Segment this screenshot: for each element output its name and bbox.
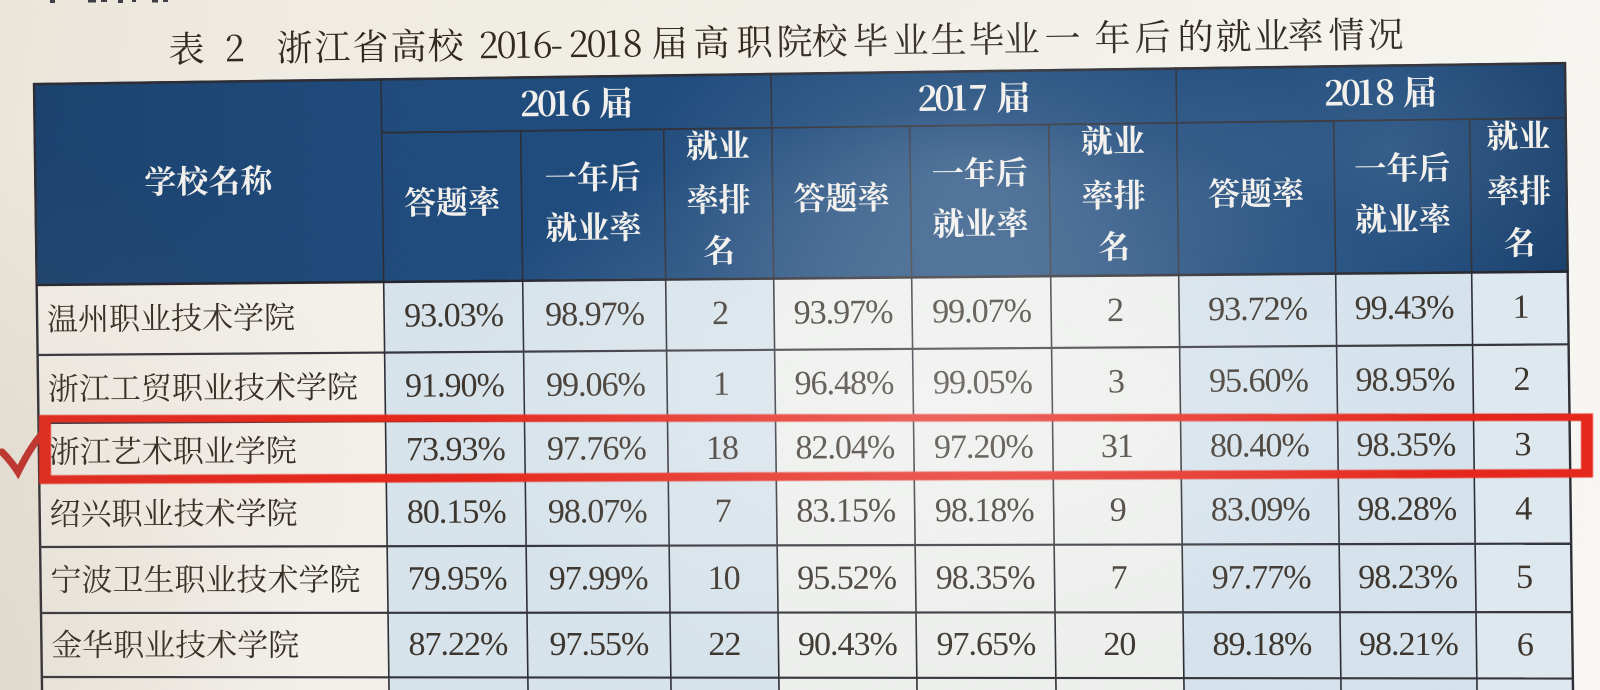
svg-text:2: 2 [712,295,728,332]
svg-text:99.07%: 99.07% [932,293,1032,331]
svg-text:22: 22 [708,626,740,663]
svg-text:99.05%: 99.05% [933,364,1033,402]
svg-text:3: 3 [1108,363,1124,400]
svg-text:98.18%: 98.18% [935,492,1035,529]
svg-text:98.35%: 98.35% [1356,426,1456,463]
svg-text:3: 3 [1514,426,1530,463]
svg-text:4: 4 [1515,490,1532,527]
svg-text:7: 7 [1111,559,1128,596]
svg-text:93.97%: 93.97% [794,294,894,332]
svg-text:93.72%: 93.72% [1208,291,1308,329]
svg-text:1: 1 [1512,289,1528,326]
svg-text:2: 2 [1513,361,1529,398]
svg-text:97.99%: 97.99% [549,560,649,597]
svg-text:93.03%: 93.03% [404,297,504,335]
svg-text:83.09%: 83.09% [1211,491,1311,528]
svg-text:98.28%: 98.28% [1357,491,1457,528]
svg-text:91.90%: 91.90% [405,367,505,405]
svg-text:98.21%: 98.21% [1359,626,1459,663]
svg-text:82.04%: 82.04% [795,429,895,466]
svg-text:7: 7 [715,493,732,530]
svg-text:95.52%: 95.52% [797,560,897,597]
svg-text:97.76%: 97.76% [547,430,647,467]
svg-text:96.48%: 96.48% [794,365,894,403]
svg-text:79.95%: 79.95% [408,560,508,597]
svg-text:97.65%: 97.65% [936,626,1036,663]
svg-text:98.97%: 98.97% [545,296,645,334]
svg-text:95.60%: 95.60% [1209,362,1309,400]
svg-text:97.20%: 97.20% [934,428,1034,465]
svg-text:10: 10 [708,560,740,597]
svg-text:31: 31 [1101,428,1133,465]
svg-text:89.18%: 89.18% [1212,626,1312,663]
svg-text:80.15%: 80.15% [407,494,507,531]
svg-text:97.55%: 97.55% [549,626,649,663]
svg-text:80.40%: 80.40% [1210,427,1310,464]
svg-text:20: 20 [1103,626,1135,663]
svg-text:99.43%: 99.43% [1355,289,1455,327]
svg-text:99.06%: 99.06% [546,366,646,404]
svg-text:73.93%: 73.93% [406,431,506,468]
svg-text:18: 18 [706,430,738,467]
svg-text:2: 2 [1107,292,1123,329]
svg-text:98.35%: 98.35% [936,560,1036,597]
svg-text:83.15%: 83.15% [796,492,896,529]
svg-text:9: 9 [1110,492,1126,529]
svg-text:87.22%: 87.22% [408,626,508,663]
svg-text:5: 5 [1516,559,1532,596]
svg-text:98.23%: 98.23% [1358,559,1458,596]
svg-text:98.07%: 98.07% [548,493,648,530]
svg-text:98.95%: 98.95% [1355,361,1455,399]
svg-text:97.77%: 97.77% [1212,559,1312,596]
svg-text:6: 6 [1517,626,1533,663]
svg-text:90.43%: 90.43% [798,626,898,663]
svg-text:1: 1 [713,366,729,403]
